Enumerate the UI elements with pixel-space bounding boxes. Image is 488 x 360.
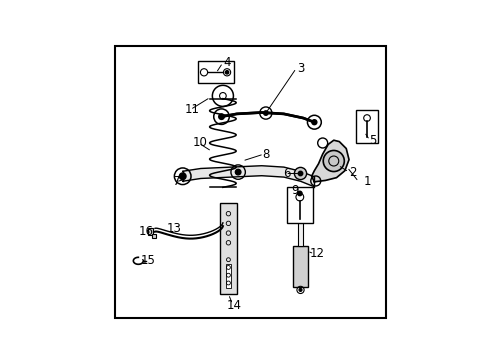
Text: 4: 4: [223, 56, 230, 69]
Polygon shape: [311, 140, 348, 182]
Circle shape: [179, 173, 185, 180]
Bar: [355, 110, 377, 143]
Circle shape: [323, 150, 344, 172]
Bar: [198, 61, 233, 84]
Text: 14: 14: [226, 300, 241, 312]
Bar: [220, 203, 236, 294]
Circle shape: [297, 191, 302, 196]
Circle shape: [298, 171, 302, 176]
Text: 12: 12: [309, 247, 324, 260]
Text: 5: 5: [368, 134, 375, 147]
Circle shape: [235, 169, 241, 175]
Bar: [298, 218, 302, 246]
Polygon shape: [183, 166, 314, 187]
Circle shape: [218, 114, 224, 120]
Text: 15: 15: [141, 254, 155, 267]
Text: 8: 8: [262, 148, 269, 161]
Text: 11: 11: [184, 103, 200, 116]
Bar: [225, 264, 231, 288]
Text: 3: 3: [296, 62, 304, 75]
Circle shape: [311, 120, 316, 125]
Circle shape: [225, 71, 228, 74]
Text: 7: 7: [173, 175, 181, 188]
Bar: [152, 234, 155, 238]
Bar: [292, 246, 307, 287]
Text: 2: 2: [349, 166, 356, 179]
Text: 10: 10: [192, 136, 207, 149]
Text: 16: 16: [138, 225, 153, 238]
Bar: [286, 187, 312, 223]
Text: 13: 13: [166, 222, 182, 235]
Bar: [148, 228, 153, 235]
Text: 9: 9: [291, 184, 298, 197]
Text: 6: 6: [283, 167, 290, 180]
Text: 1: 1: [363, 175, 370, 188]
Circle shape: [294, 167, 306, 180]
Circle shape: [263, 111, 267, 115]
Circle shape: [299, 288, 301, 291]
